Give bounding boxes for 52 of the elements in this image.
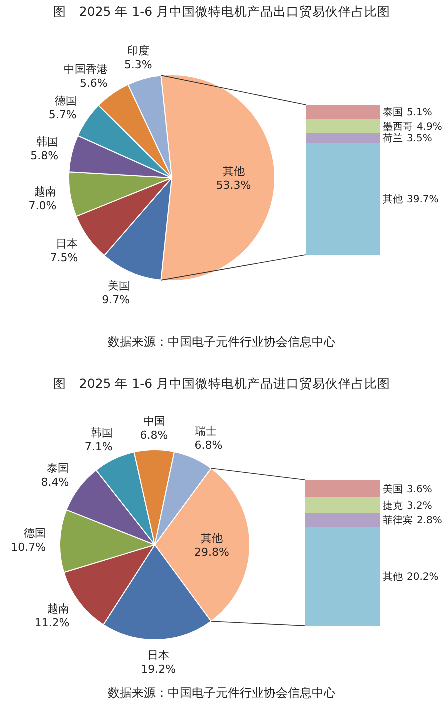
source-note: 数据来源：中国电子元件行业协会信息中心 (108, 335, 336, 349)
data-label: 20.2% (407, 572, 439, 584)
category-label: 荷兰 (383, 132, 403, 145)
slice-label: 越南 (34, 185, 57, 198)
slice-label: 德国 (54, 94, 77, 108)
slice-label: 德国 (24, 527, 46, 540)
source-note: 数据来源：中国电子元件行业协会信息中心 (108, 686, 336, 700)
data-label: 7.0% (28, 199, 57, 212)
slice-label: 印度 (127, 44, 150, 58)
data-label: 4.9% (417, 122, 442, 133)
data-label: 29.8% (194, 546, 230, 559)
slice-label: 越南 (48, 602, 70, 616)
data-label: 6.8% (194, 439, 223, 452)
data-label: 53.3% (216, 179, 252, 192)
category-label: 美国 (383, 483, 403, 496)
slice-label: 瑞士 (194, 425, 217, 438)
data-label: 9.7% (102, 294, 130, 307)
slice-label: 日本 (148, 648, 170, 662)
data-label: 19.2% (141, 662, 176, 676)
slice-label: 中国香港 (64, 62, 108, 76)
slice-label: 其他 (201, 532, 223, 545)
category-label: 其他 (383, 194, 403, 206)
slice-label: 泰国 (47, 462, 70, 476)
category-label: 捷克 (383, 500, 403, 512)
slice-label: 美国 (108, 280, 130, 293)
category-label: 其他 (383, 571, 403, 584)
slice-label: 韩国 (36, 135, 59, 148)
category-label: 泰国 (383, 108, 403, 119)
category-label: 墨西哥 (383, 122, 413, 133)
chart-title: 图 2025 年 1-6 月中国微特电机产品进口贸易伙伴占比图 (53, 376, 391, 391)
slice-label: 日本 (56, 238, 78, 251)
chart-title: 图 2025 年 1-6 月中国微特电机产品出口贸易伙伴占比图 (53, 4, 391, 19)
data-label: 6.8% (140, 429, 168, 442)
slice-label: 中国 (143, 415, 166, 428)
data-label: 11.2% (34, 616, 70, 630)
data-label: 10.7% (11, 541, 46, 554)
data-label: 3.2% (407, 500, 432, 512)
data-label: 5.6% (80, 76, 108, 90)
data-label: 8.4% (41, 476, 70, 490)
slice-label: 其他 (222, 165, 245, 178)
data-label: 5.3% (124, 58, 152, 72)
data-label: 39.7% (407, 194, 439, 206)
data-label: 7.1% (84, 440, 113, 454)
data-label: 7.5% (50, 252, 78, 265)
data-label: 5.8% (30, 149, 59, 162)
data-label: 5.7% (48, 108, 77, 122)
data-label: 2.8% (417, 516, 442, 527)
slice-label: 韩国 (90, 426, 113, 440)
data-label: 5.1% (407, 108, 432, 119)
data-label: 3.5% (407, 134, 432, 145)
data-label: 3.6% (407, 484, 432, 496)
category-label: 菲律宾 (383, 514, 413, 527)
